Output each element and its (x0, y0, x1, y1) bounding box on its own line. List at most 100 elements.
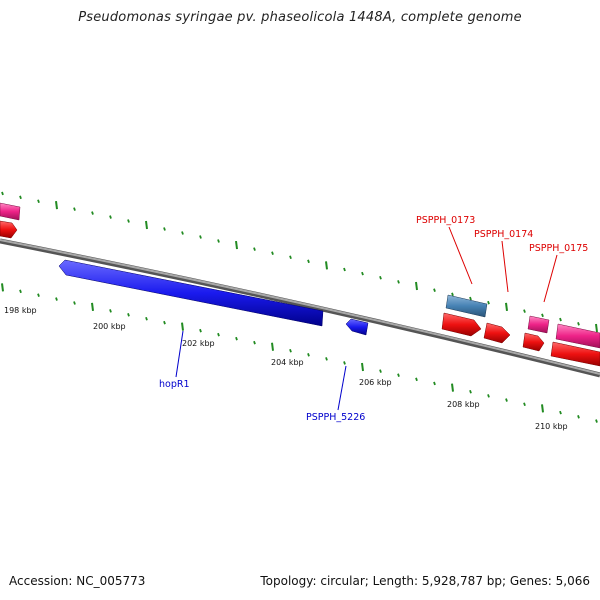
minor-tick (37, 199, 40, 204)
kbp-label: 206 kbp (359, 378, 392, 387)
minor-tick (397, 373, 400, 377)
minor-tick (289, 348, 292, 353)
gene-hopR1[interactable] (58, 259, 324, 327)
major-tick (1, 283, 4, 292)
major-tick (415, 281, 418, 291)
major-tick (235, 240, 238, 250)
minor-tick (217, 332, 220, 337)
gene-red-forward[interactable] (522, 332, 545, 352)
major-tick (361, 362, 364, 372)
genome-backbone (0, 238, 600, 378)
minor-tick (73, 301, 76, 305)
gene-red-forward[interactable] (441, 312, 482, 337)
minor-tick (559, 317, 562, 322)
major-tick (325, 261, 328, 270)
minor-tick (577, 322, 580, 326)
minor-tick (487, 300, 490, 305)
minor-tick (253, 340, 256, 345)
major-tick (55, 201, 58, 210)
minor-tick (397, 280, 400, 284)
accession-text: Accession: NC_005773 (9, 574, 146, 588)
gene-red-forward[interactable] (483, 322, 511, 344)
minor-tick (145, 316, 148, 321)
minor-tick (595, 419, 598, 423)
major-tick (145, 220, 148, 230)
minor-tick (451, 292, 454, 297)
label-leaders (175, 226, 558, 411)
minor-tick (307, 353, 310, 357)
minor-tick (577, 415, 580, 419)
minor-tick (343, 361, 346, 365)
major-tick (271, 342, 274, 351)
minor-tick (541, 313, 544, 318)
kbp-label: 210 kbp (535, 422, 568, 431)
minor-tick (163, 227, 166, 231)
kbp-label: 200 kbp (93, 322, 126, 331)
kbp-labels: 198 kbp 200 kbp 202 kbp 204 kbp 206 kbp … (4, 306, 568, 431)
minor-tick (469, 389, 472, 394)
minor-tick (55, 297, 58, 301)
gene-pink-left[interactable] (0, 202, 21, 221)
minor-tick (217, 239, 220, 243)
tick-row-lower (1, 283, 598, 423)
minor-tick (559, 410, 562, 415)
gene-PSPPH-0174[interactable] (527, 315, 550, 334)
minor-tick (163, 320, 166, 325)
minor-tick (1, 191, 4, 196)
major-tick (91, 302, 94, 312)
major-tick (505, 302, 508, 312)
minor-tick (469, 296, 472, 301)
genome-summary-text: Topology: circular; Length: 5,928,787 bp… (260, 574, 590, 588)
gene-label-PSPPH-0175[interactable]: PSPPH_0175 (529, 243, 588, 254)
minor-tick (253, 247, 256, 251)
kbp-label: 198 kbp (4, 306, 37, 315)
minor-tick (127, 313, 130, 317)
gene-label-hopR1[interactable]: hopR1 (159, 379, 190, 390)
gene-label-PSPPH-5226[interactable]: PSPPH_5226 (306, 412, 365, 423)
minor-tick (379, 275, 382, 280)
gene-red-forward[interactable] (550, 341, 600, 367)
map-title: Pseudomonas syringae pv. phaseolicola 14… (78, 10, 522, 25)
minor-tick (19, 195, 22, 200)
minor-tick (109, 309, 112, 313)
minor-tick (361, 271, 364, 276)
minor-tick (433, 288, 436, 292)
minor-tick (505, 398, 508, 402)
major-tick (595, 323, 598, 333)
gene-label-PSPPH-0174[interactable]: PSPPH_0174 (474, 229, 533, 240)
kbp-label: 208 kbp (447, 400, 480, 409)
minor-tick (127, 219, 130, 223)
gene-PSPPH-0173[interactable] (445, 294, 488, 318)
minor-tick (199, 235, 202, 239)
minor-tick (109, 215, 112, 219)
tick-row-upper (1, 191, 598, 333)
minor-tick (19, 289, 22, 294)
minor-tick (289, 255, 292, 260)
minor-tick (523, 309, 526, 313)
minor-tick (433, 381, 436, 386)
minor-tick (73, 207, 76, 211)
kbp-label: 202 kbp (182, 339, 215, 348)
minor-tick (307, 259, 310, 264)
minor-tick (91, 211, 94, 215)
minor-tick (271, 251, 274, 255)
minor-tick (343, 267, 346, 272)
minor-tick (37, 293, 40, 297)
minor-tick (199, 328, 202, 333)
major-tick (541, 404, 544, 413)
minor-tick (235, 336, 238, 341)
major-tick (181, 322, 184, 331)
kbp-label: 204 kbp (271, 358, 304, 367)
minor-tick (379, 369, 382, 373)
major-tick (451, 383, 454, 392)
minor-tick (487, 394, 490, 398)
gene-PSPPH-5226[interactable] (345, 318, 369, 336)
minor-tick (523, 402, 526, 407)
gene-red-left[interactable] (0, 220, 18, 239)
minor-tick (181, 231, 184, 235)
minor-tick (325, 357, 328, 361)
gene-PSPPH-0175[interactable] (555, 323, 600, 349)
minor-tick (415, 377, 418, 382)
gene-label-PSPPH-0173[interactable]: PSPPH_0173 (416, 215, 475, 226)
